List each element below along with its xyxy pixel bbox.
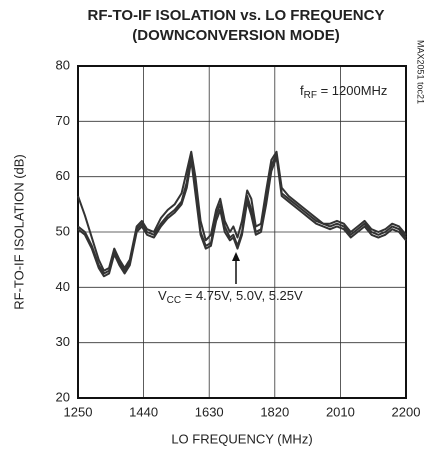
x-axis-label: LO FREQUENCY (MHz) [171,431,312,446]
chart-subtitle: (DOWNCONVERSION MODE) [132,27,340,44]
y-tick-label: 70 [56,113,70,128]
x-tick-label: 1250 [64,404,93,419]
plot-frame [77,65,407,399]
y-axis-label: RF-TO-IF ISOLATION (dB) [11,154,26,310]
annotation-part: = 1200MHz [317,83,387,98]
x-tick-label: 2200 [392,404,421,419]
y-tick-label: 50 [56,223,70,238]
data-line [77,150,407,272]
annotation-part: V [158,288,167,303]
y-tick-label: 60 [56,168,70,183]
data-line [77,153,407,275]
data-line [77,156,407,278]
annotation-part: f [300,83,304,98]
side-label: MAX2051 toc21 [416,40,426,104]
annotation: VCC = 4.75V, 5.0V, 5.25V [158,288,303,305]
annotation-part: RF [304,90,317,101]
y-tick-label: 80 [56,57,70,72]
plot-area: 20 30 40 50 60 70 80 1250 1440 1630 1820 2010 2200 [56,57,421,419]
arrow-head [232,252,240,261]
annotation-part: = 4.75V, 5.0V, 5.25V [181,288,303,303]
y-tick-label: 20 [56,389,70,404]
x-tick-label: 1820 [260,404,289,419]
x-tick-label: 1630 [195,404,224,419]
chart-title: RF-TO-IF ISOLATION vs. LO FREQUENCY [88,7,385,24]
annotation: fRF = 1200MHz [300,83,387,100]
x-tick-label: 2010 [326,404,355,419]
x-tick-label: 1440 [129,404,158,419]
annotation-part: CC [167,295,181,306]
y-tick-label: 30 [56,334,70,349]
y-tick-label: 40 [56,279,70,294]
